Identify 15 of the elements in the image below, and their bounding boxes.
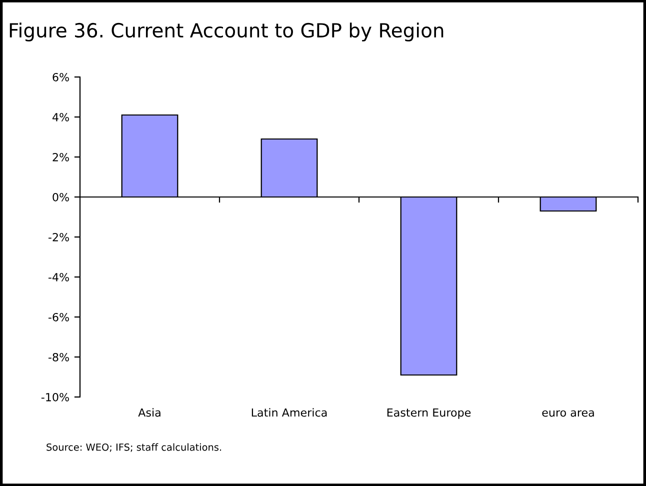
y-tick-label: -4%	[48, 272, 69, 282]
x-tick-label: Eastern Europe	[387, 408, 471, 419]
y-tick-label: -8%	[48, 352, 69, 362]
y-tick-label: -10%	[41, 392, 69, 402]
y-tick-label: 2%	[52, 152, 69, 162]
y-tick-label: 4%	[52, 112, 69, 122]
x-tick-label: Latin America	[252, 408, 327, 417]
y-tick-label: -6%	[48, 312, 69, 322]
source-note: Source: WEO; IFS; staff calculations.	[46, 443, 222, 452]
x-tick-label: euro area	[542, 410, 594, 417]
y-tick-label: 0%	[52, 192, 69, 202]
chart-title: Figure 36. Current Account to GDP by Region	[10, 22, 444, 42]
y-tick-label: 6%	[52, 72, 69, 82]
x-tick-label: Asia	[138, 408, 160, 417]
y-tick-label: -2%	[48, 232, 69, 242]
